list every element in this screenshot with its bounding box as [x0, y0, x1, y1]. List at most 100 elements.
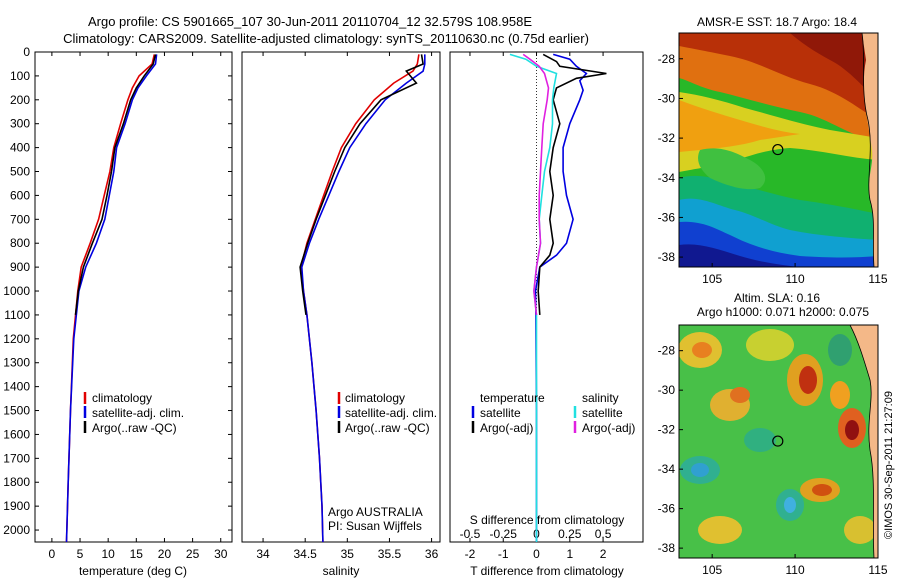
salinity-plot-frame: [241, 51, 441, 543]
depth-tick-label: 100: [10, 69, 30, 83]
x-tick-label: 36: [425, 547, 439, 561]
salinity-series: [299, 54, 426, 543]
sst-map-title: AMSR-E SST: 18.7 Argo: 18.4: [697, 15, 857, 29]
series-line-s_argo: [522, 53, 550, 315]
depth-tick-label: 700: [10, 212, 30, 226]
legend-label-s-satellite: satellite: [582, 406, 623, 420]
sla-map-title-line1: Altim. SLA: 0.16: [734, 291, 820, 305]
x-tick-label: 35.5: [378, 547, 402, 561]
x-tick-label: 0: [49, 547, 56, 561]
x-tick-label: 25: [186, 547, 200, 561]
map-lat-tick-label: -34: [658, 462, 676, 476]
depth-tick-label: 900: [10, 260, 30, 274]
salinity-axis-label: salinity: [323, 564, 360, 578]
legend-label-climatology: climatology: [92, 391, 152, 405]
s-tick-label: 0.5: [595, 527, 612, 541]
map-lon-tick-label: 105: [702, 272, 722, 286]
map-lon-tick-label: 115: [868, 272, 887, 286]
map-lat-tick-label: -30: [658, 91, 676, 105]
x-tick-label: 10: [101, 547, 115, 561]
x-tick-label: 0: [533, 547, 540, 561]
sst-map-panel: AMSR-E SST: 18.7 Argo: 18.4 105 110 115 -28…: [658, 15, 888, 286]
sla-map-panel: Altim. SLA: 0.16 Argo h1000: 0.071 h2000…: [658, 291, 888, 577]
sla-map-frame: [678, 324, 879, 559]
t-difference-axis-label: T difference from climatology: [470, 564, 624, 578]
map-lat-tick-label: -32: [658, 423, 676, 437]
depth-tick-label: 1200: [3, 332, 30, 346]
argo-position-marker: [772, 435, 784, 447]
depth-tick-label: 0: [23, 45, 30, 59]
x-tick-label: 1: [566, 547, 573, 561]
salinity-annotation-agency: Argo AUSTRALIA: [328, 505, 423, 519]
s-difference-axis: -0.5 -0.25 0 0.25 0.5: [460, 527, 612, 541]
depth-tick-label: 600: [10, 188, 30, 202]
s-tick-label: 0.25: [558, 527, 582, 541]
series-line-satellite: [534, 53, 588, 542]
legend-label-climatology: climatology: [345, 391, 405, 405]
temperature-axis-label: temperature (deg C): [79, 564, 187, 578]
map-lat-tick-label: -28: [658, 344, 676, 358]
legend-label-satellite: satellite-adj. clim.: [92, 406, 184, 420]
argo-position-marker: [772, 143, 784, 156]
s-tick-label: -0.25: [490, 527, 518, 541]
legend-label-argo: Argo(..raw -QC): [345, 421, 430, 435]
sst-heatmap: [679, 33, 878, 267]
t-difference-axis: -2 -1 0 1 2: [465, 52, 607, 561]
map-lon-tick-label: 110: [786, 272, 805, 286]
map-lon-tick-label: 110: [786, 563, 805, 577]
series-line-argo: [299, 54, 424, 316]
x-tick-label: 30: [214, 547, 228, 561]
x-tick-label: 5: [77, 547, 84, 561]
map-lat-tick-label: -30: [658, 383, 676, 397]
map-lat-tick-label: -36: [658, 210, 676, 224]
legend-label-s-argo: Argo(-adj): [582, 421, 635, 435]
depth-tick-label: 1800: [3, 475, 30, 489]
depth-tick-label: 500: [10, 165, 30, 179]
map-lon-tick-label: 105: [702, 563, 722, 577]
map-lat-tick-label: -28: [658, 52, 676, 66]
map-lat-tick-label: -34: [658, 171, 676, 185]
salinity-axis: 34 34.5 35 35.5 36: [256, 52, 439, 561]
legend-label-argo: Argo(..raw -QC): [92, 421, 177, 435]
sla-heatmap: [679, 325, 878, 558]
series-line-argo: [537, 53, 607, 315]
series-line-satellite: [65, 54, 158, 543]
difference-panel: -2 -1 0 1 2 -0.5 -0.25 0 0.25 0.5 T difference f…: [449, 51, 644, 578]
legend-heading-temperature: temperature: [480, 391, 545, 405]
s-tick-label: -0.5: [460, 527, 481, 541]
sla-map-title-line2: Argo h1000: 0.071 h2000: 0.075: [697, 305, 869, 319]
temperature-series: [65, 54, 158, 543]
x-tick-label: 34: [256, 547, 270, 561]
x-tick-label: 15: [130, 547, 144, 561]
difference-legend: temperature satellite Argo(-adj) salinit…: [471, 391, 635, 435]
series-line-argo: [74, 54, 157, 315]
x-tick-label: 2: [600, 547, 607, 561]
temperature-panel: 0100200300400500600700800900100011001200…: [3, 45, 643, 578]
depth-tick-label: 200: [10, 93, 30, 107]
depth-tick-label: 2000: [3, 523, 30, 537]
depth-tick-label: 400: [10, 141, 30, 155]
depth-tick-label: 1900: [3, 499, 30, 513]
sst-map-frame: [678, 32, 879, 268]
depth-tick-label: 1500: [3, 404, 30, 418]
salinity-annotation-pi: PI: Susan Wijffels: [328, 519, 422, 533]
legend-label-satellite: satellite-adj. clim.: [345, 406, 437, 420]
figure-title-line1: Argo profile: CS 5901665_107 30-Jun-2011…: [88, 14, 532, 29]
depth-tick-label: 1400: [3, 380, 30, 394]
map-lat-tick-label: -32: [658, 131, 676, 145]
depth-tick-label: 1100: [4, 308, 30, 322]
x-tick-label: 20: [158, 547, 172, 561]
temperature-axis: 0 5 10 15 20 25 30: [49, 52, 228, 561]
copyright-timestamp-stamp: ©IMOS 30-Sep-2011 21:27:09: [883, 391, 895, 539]
difference-series: [509, 53, 607, 542]
x-tick-label: 35: [341, 547, 355, 561]
depth-tick-label: 1300: [3, 356, 30, 370]
legend-heading-salinity: salinity: [582, 391, 619, 405]
salinity-legend: climatology satellite-adj. clim. Argo(..…: [337, 391, 437, 435]
depth-tick-label: 1700: [3, 451, 30, 465]
temperature-plot-frame: [34, 51, 233, 543]
legend-label-t-argo: Argo(-adj): [480, 421, 533, 435]
x-tick-label: 34.5: [294, 547, 318, 561]
map-lat-tick-label: -38: [658, 250, 676, 264]
